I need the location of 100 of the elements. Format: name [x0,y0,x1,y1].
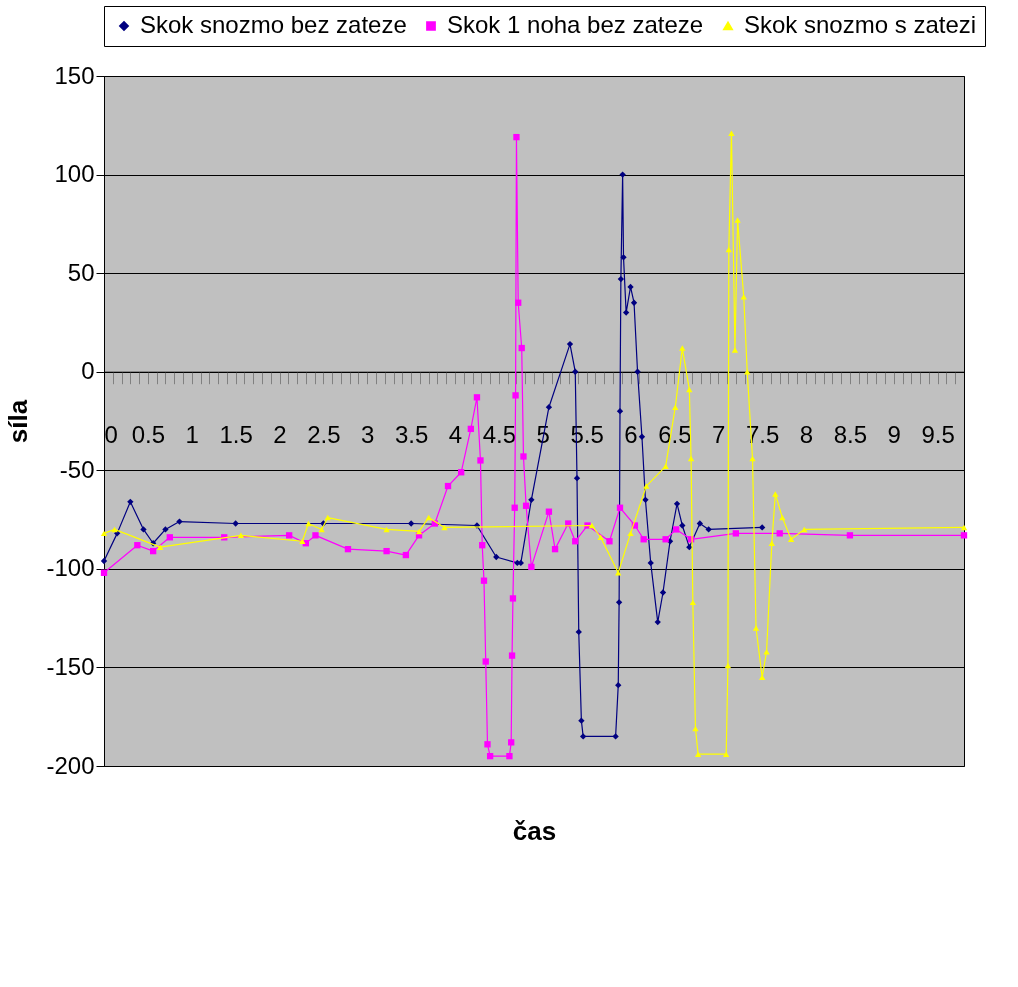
point [627,283,634,291]
point [477,457,484,464]
point [617,275,625,283]
point [725,246,732,253]
point [686,544,693,551]
x-tick-label: 4 [448,421,463,449]
x-tick-label: 0.5 [131,421,166,449]
point [627,530,634,537]
x-tick-label: 8 [799,421,814,449]
point [566,340,574,348]
point [522,502,530,509]
point [573,475,581,482]
point [484,741,491,748]
x-tick-label: 3.5 [394,421,429,449]
point [575,628,582,636]
point [305,520,312,527]
point [740,294,747,300]
y-tick-label: 100 [54,160,95,188]
point [615,570,622,576]
y-tick-label: -100 [46,554,95,582]
point [620,254,627,261]
point [734,217,741,223]
point [473,394,481,401]
point [772,491,779,497]
point [640,536,647,543]
x-tick-label: 3 [361,421,375,449]
point [759,674,766,681]
point [482,658,489,665]
point [776,530,783,537]
point [705,526,712,533]
point [642,496,649,504]
point [508,739,515,746]
x-tick-label: 2.5 [307,421,341,449]
point [512,392,519,399]
point [578,717,585,724]
point [479,542,486,549]
point [480,577,488,584]
point [696,520,704,527]
x-tick-label: 6 [624,421,638,449]
point [692,725,699,732]
point [679,522,686,529]
y-tick-label: 50 [67,258,95,286]
point [111,526,118,533]
point [572,368,579,375]
point [149,547,157,555]
x-tick-label: 1.5 [219,421,253,449]
point [638,433,646,440]
point [545,404,553,411]
point [383,547,390,555]
x-tick-label: 9.5 [921,421,955,449]
point [572,538,579,545]
legend-label: Skok snozmo s zatezi [744,11,977,38]
point [619,171,626,178]
point [612,733,619,740]
x-tick-label: 0 [104,421,118,449]
point [176,518,183,525]
point [402,551,410,559]
point [687,455,695,462]
point [166,534,173,541]
point [511,504,518,511]
point [662,463,669,470]
point [846,532,854,539]
point [444,482,452,490]
y-tick-label: -200 [46,751,95,779]
point [673,526,680,533]
point [545,508,553,515]
point [493,553,500,561]
point [509,595,517,602]
point [100,530,108,537]
y-tick-label: -150 [46,652,95,680]
point [286,532,293,539]
point [588,522,596,529]
y-tick-label: 150 [54,61,95,89]
point [518,344,525,352]
legend-label: Skok snozmo bez zateze [140,11,407,38]
point [768,540,775,546]
point [615,599,623,606]
point [662,536,669,543]
point [312,532,319,539]
point [134,542,141,549]
point [724,662,732,669]
legend-label: Skok 1 noha bez zateze [447,11,704,38]
point [415,528,423,535]
point [383,526,390,533]
point [654,618,661,626]
point [616,407,624,415]
point [749,455,756,462]
point [528,563,535,571]
point [647,559,654,567]
point [407,520,415,527]
point [752,625,760,631]
x-tick-label: 9 [887,421,901,449]
point [551,545,559,553]
point [643,483,650,489]
point [622,309,630,316]
point [441,524,448,531]
point [606,538,613,545]
point [686,386,693,393]
x-tick-label: 2 [273,421,287,449]
point [731,347,739,353]
